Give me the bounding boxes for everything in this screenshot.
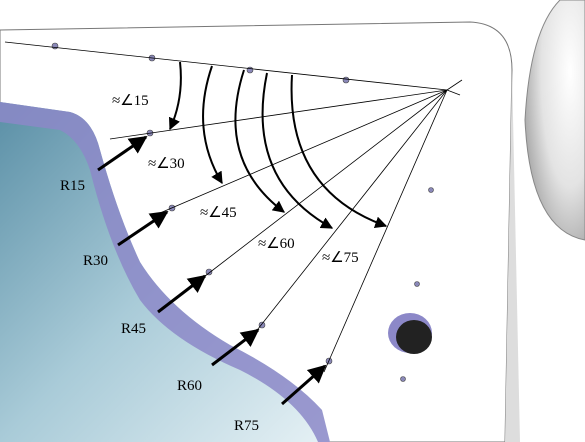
radius-arrow bbox=[281, 364, 327, 406]
dot bbox=[414, 281, 420, 287]
radius-label: R15 bbox=[60, 178, 85, 194]
dot bbox=[246, 66, 254, 74]
dot bbox=[51, 42, 59, 50]
ray bbox=[446, 79, 463, 91]
ray bbox=[195, 89, 448, 284]
angle-arcs bbox=[168, 61, 388, 229]
angle-label: ≈∠45 bbox=[200, 205, 237, 221]
radius-arrow bbox=[117, 210, 169, 247]
angle-label: ≈∠30 bbox=[148, 156, 185, 172]
radius-arrows bbox=[97, 135, 327, 406]
radius-arrow bbox=[211, 328, 260, 367]
radius-label: R75 bbox=[234, 418, 259, 434]
angle-arc bbox=[234, 69, 285, 213]
dot bbox=[205, 268, 213, 276]
angle-label: ≈∠60 bbox=[258, 236, 295, 252]
radius-label: R30 bbox=[83, 253, 108, 269]
plate-edge bbox=[505, 70, 520, 442]
ray bbox=[446, 89, 461, 96]
angle-arc bbox=[261, 72, 334, 229]
ray bbox=[109, 89, 448, 140]
angle-arc bbox=[202, 65, 223, 185]
ray bbox=[253, 89, 448, 335]
dot bbox=[428, 187, 434, 193]
hole bbox=[396, 320, 432, 354]
angle-label: ≈∠75 bbox=[322, 250, 359, 266]
dot bbox=[400, 376, 406, 382]
ray bbox=[4, 41, 448, 91]
radius-label: R45 bbox=[121, 321, 146, 337]
dot bbox=[342, 76, 350, 84]
ray bbox=[323, 89, 448, 373]
radius-label: R60 bbox=[177, 378, 202, 394]
radius-arrow bbox=[157, 274, 207, 314]
dome bbox=[524, 0, 585, 241]
radius-arrow bbox=[97, 135, 148, 172]
angle-arc bbox=[290, 74, 388, 229]
dot bbox=[258, 321, 266, 329]
angle-label: ≈∠15 bbox=[112, 93, 149, 109]
angle-arc bbox=[168, 61, 182, 131]
cutout-wall bbox=[0, 102, 330, 442]
